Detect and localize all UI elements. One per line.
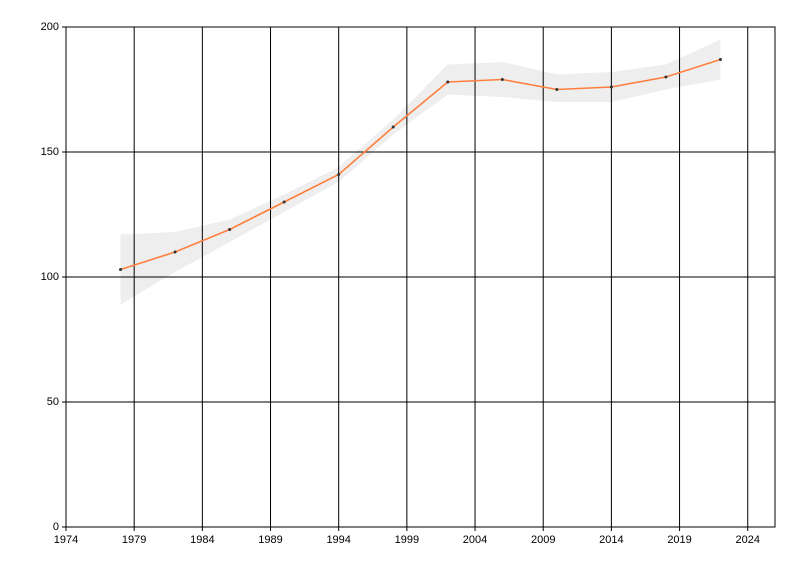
marker — [119, 268, 123, 271]
marker — [337, 173, 341, 176]
marker — [282, 200, 286, 204]
marker — [228, 228, 232, 231]
line — [120, 58, 721, 271]
y-tick-label: 200 — [41, 21, 59, 33]
marker — [718, 58, 722, 61]
x-tick-label: 2004 — [463, 534, 487, 546]
x-tick-label: 1974 — [54, 534, 78, 546]
x-tick-label: 1989 — [258, 534, 282, 546]
y-tick-label: 150 — [41, 146, 59, 158]
marker — [391, 125, 395, 129]
plot-border — [65, 26, 776, 528]
x-tick-label: 1999 — [395, 534, 419, 546]
x-tick-label: 2014 — [599, 534, 623, 546]
x-tick-label: 2009 — [531, 534, 555, 546]
confidence-band — [120, 39, 721, 305]
y-tick-label: 50 — [47, 396, 59, 408]
marker — [446, 80, 450, 84]
marker — [500, 78, 504, 81]
x-tick-label: 1994 — [326, 534, 350, 546]
marker — [555, 88, 559, 91]
marker — [173, 250, 177, 254]
marker — [609, 85, 613, 89]
marker — [664, 75, 668, 79]
x-tick-label: 1984 — [190, 534, 214, 546]
y-tick-label: 100 — [41, 271, 59, 283]
y-tick-label: 0 — [53, 521, 59, 533]
x-tick-label: 2019 — [667, 534, 691, 546]
x-tick-label: 2024 — [735, 534, 759, 546]
x-tick-label: 1979 — [122, 534, 146, 546]
